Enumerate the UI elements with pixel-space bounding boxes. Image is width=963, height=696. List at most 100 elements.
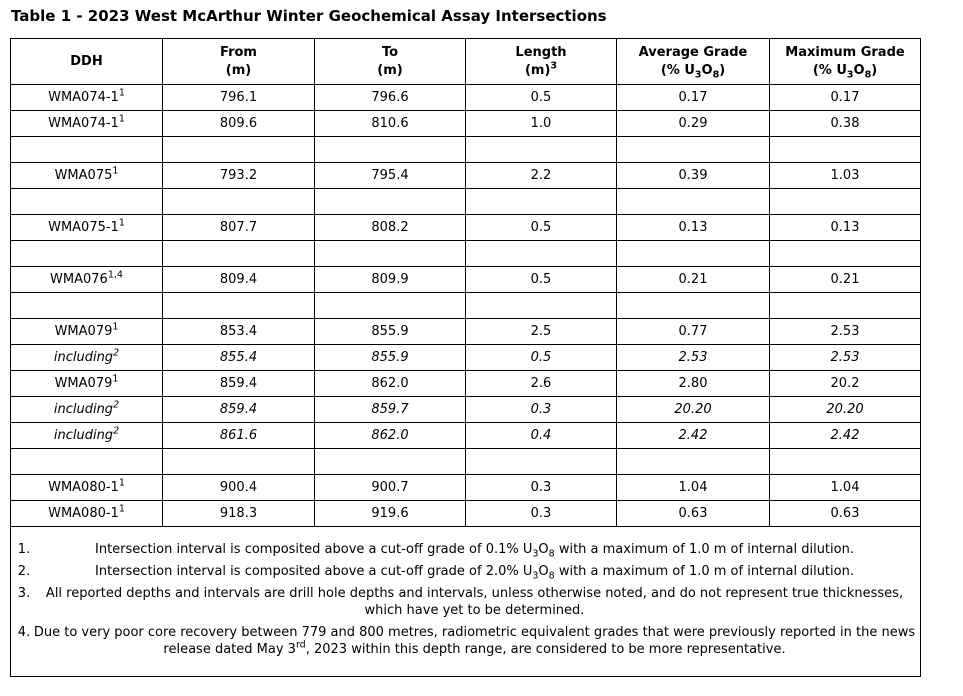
max-cell: 0.38: [769, 110, 921, 137]
length-cell: 0.4: [465, 422, 617, 449]
from-cell: 807.7: [162, 214, 315, 241]
spacer-row: [10, 240, 921, 267]
to-cell: 859.7: [314, 396, 466, 423]
spacer-row: [10, 292, 921, 319]
avg-cell: [616, 240, 770, 267]
max-cell: [769, 136, 921, 163]
footnotes-list: 1. Intersection interval is composited ab…: [15, 541, 916, 658]
footnote-number: 1.: [17, 541, 31, 557]
avg-cell: [616, 188, 770, 215]
from-cell: 793.2: [162, 162, 315, 189]
table-row: WMA080-11 900.4 900.7 0.3 1.04 1.04: [10, 474, 921, 501]
table-row: including2 861.6 862.0 0.4 2.42 2.42: [10, 422, 921, 449]
footnote-item: 3. All reported depths and intervals are …: [15, 585, 916, 619]
col-header-length: Length (m)3: [465, 38, 617, 85]
assay-table: DDH From (m) To (m) Length (m)3 Average Grade (%…: [10, 38, 921, 677]
ddh-cell: WMA080-11: [10, 474, 163, 501]
max-cell: 0.63: [769, 500, 921, 527]
ddh-cell: WMA075-11: [10, 214, 163, 241]
table-row: WMA080-11 918.3 919.6 0.3 0.63 0.63: [10, 500, 921, 527]
header-row: DDH From (m) To (m) Length (m)3 Average Grade (%…: [10, 38, 921, 85]
avg-cell: 20.20: [616, 396, 770, 423]
footnote-item: 4. Due to very poor core recovery between…: [15, 624, 916, 658]
to-cell: 900.7: [314, 474, 466, 501]
avg-cell: 0.17: [616, 84, 770, 111]
avg-cell: 0.39: [616, 162, 770, 189]
table-row: WMA075-11 807.7 808.2 0.5 0.13 0.13: [10, 214, 921, 241]
footnote-item: 1. Intersection interval is composited ab…: [15, 541, 916, 560]
table-row: WMA0751 793.2 795.4 2.2 0.39 1.03: [10, 162, 921, 189]
footnote-number: 4.: [17, 624, 31, 640]
length-cell: [465, 240, 617, 267]
table-row: WMA0791 853.4 855.9 2.5 0.77 2.53: [10, 318, 921, 345]
table-row: WMA074-11 796.1 796.6 0.5 0.17 0.17: [10, 84, 921, 111]
length-cell: 0.3: [465, 474, 617, 501]
max-cell: 0.21: [769, 266, 921, 293]
avg-cell: 0.77: [616, 318, 770, 345]
from-cell: 859.4: [162, 396, 315, 423]
avg-cell: 2.42: [616, 422, 770, 449]
from-cell: 809.6: [162, 110, 315, 137]
ddh-cell: [10, 188, 163, 215]
col-header-ddh: DDH: [10, 38, 163, 85]
length-cell: [465, 448, 617, 475]
max-cell: 0.17: [769, 84, 921, 111]
max-cell: 0.13: [769, 214, 921, 241]
from-cell: [162, 240, 315, 267]
length-cell: 0.5: [465, 266, 617, 293]
ddh-cell: including2: [10, 396, 163, 423]
from-cell: 855.4: [162, 344, 315, 371]
footnote-text: Intersection interval is composited abov…: [95, 563, 854, 582]
length-cell: 2.2: [465, 162, 617, 189]
length-cell: 1.0: [465, 110, 617, 137]
avg-cell: 1.04: [616, 474, 770, 501]
ddh-cell: including2: [10, 422, 163, 449]
table-row: WMA0791 859.4 862.0 2.6 2.80 20.2: [10, 370, 921, 397]
from-cell: 859.4: [162, 370, 315, 397]
from-cell: 861.6: [162, 422, 315, 449]
ddh-cell: including2: [10, 344, 163, 371]
to-cell: 862.0: [314, 422, 466, 449]
from-cell: 853.4: [162, 318, 315, 345]
spacer-row: [10, 188, 921, 215]
col-header-from: From (m): [162, 38, 315, 85]
ddh-cell: WMA0751: [10, 162, 163, 189]
footnote-text: All reported depths and intervals are dr…: [45, 585, 904, 618]
length-cell: [465, 136, 617, 163]
max-cell: 2.42: [769, 422, 921, 449]
length-cell: 0.5: [465, 344, 617, 371]
to-cell: 795.4: [314, 162, 466, 189]
ddh-cell: [10, 292, 163, 319]
to-cell: [314, 448, 466, 475]
max-cell: [769, 448, 921, 475]
length-cell: 2.6: [465, 370, 617, 397]
max-cell: 1.04: [769, 474, 921, 501]
to-cell: 862.0: [314, 370, 466, 397]
length-cell: 0.5: [465, 84, 617, 111]
avg-cell: 0.21: [616, 266, 770, 293]
max-cell: [769, 188, 921, 215]
max-cell: 20.2: [769, 370, 921, 397]
ddh-cell: WMA0791: [10, 370, 163, 397]
to-cell: 855.9: [314, 318, 466, 345]
to-cell: 919.6: [314, 500, 466, 527]
col-header-avg: Average Grade (% U3O8): [616, 38, 770, 85]
length-cell: [465, 292, 617, 319]
table-row: WMA074-11 809.6 810.6 1.0 0.29 0.38: [10, 110, 921, 137]
avg-cell: [616, 292, 770, 319]
length-cell: [465, 188, 617, 215]
table-body: WMA074-11 796.1 796.6 0.5 0.17 0.17 WMA074-11 8…: [10, 84, 921, 527]
footnote-number: 2.: [17, 563, 31, 579]
from-cell: 809.4: [162, 266, 315, 293]
spacer-row: [10, 448, 921, 475]
table-row: including2 859.4 859.7 0.3 20.20 20.20: [10, 396, 921, 423]
max-cell: 2.53: [769, 318, 921, 345]
footnote-text: Intersection interval is composited abov…: [95, 541, 854, 560]
ddh-cell: WMA0791: [10, 318, 163, 345]
table-header: DDH From (m) To (m) Length (m)3 Average Grade (%…: [10, 38, 921, 85]
from-cell: [162, 292, 315, 319]
table-row: including2 855.4 855.9 0.5 2.53 2.53: [10, 344, 921, 371]
from-cell: [162, 188, 315, 215]
to-cell: 808.2: [314, 214, 466, 241]
length-cell: 2.5: [465, 318, 617, 345]
